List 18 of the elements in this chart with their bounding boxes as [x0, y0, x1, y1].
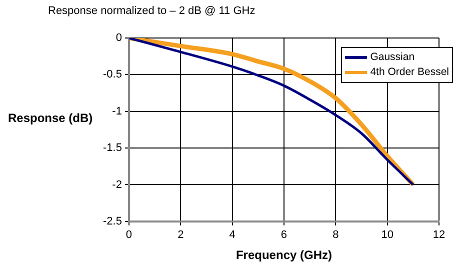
x-tick-label: 12: [432, 229, 446, 242]
y-tick-label: -0.5: [102, 68, 122, 81]
legend-label: 4th Order Bessel: [370, 65, 449, 80]
y-tick-label: -1: [112, 105, 122, 118]
legend-label: Gaussian: [370, 50, 415, 65]
y-axis-title: Response (dB): [8, 111, 93, 125]
x-tick-label: 2: [178, 229, 184, 242]
x-tick-label: 6: [280, 229, 288, 242]
x-tick-label: 10: [381, 229, 394, 242]
x-axis-title: Frequency (GHz): [236, 248, 332, 262]
y-tick-label: -1.5: [102, 142, 122, 154]
x-tick-label: 0: [126, 229, 132, 242]
y-tick-label: -2: [112, 178, 122, 191]
y-tick-label: 0: [116, 32, 122, 44]
chart-title: Response normalized to – 2 dB @ 11 GHz: [48, 5, 256, 17]
x-tick-label: 8: [332, 229, 339, 242]
x-tick-label: 4: [229, 229, 236, 242]
y-tick-label: -2.5: [102, 215, 122, 228]
